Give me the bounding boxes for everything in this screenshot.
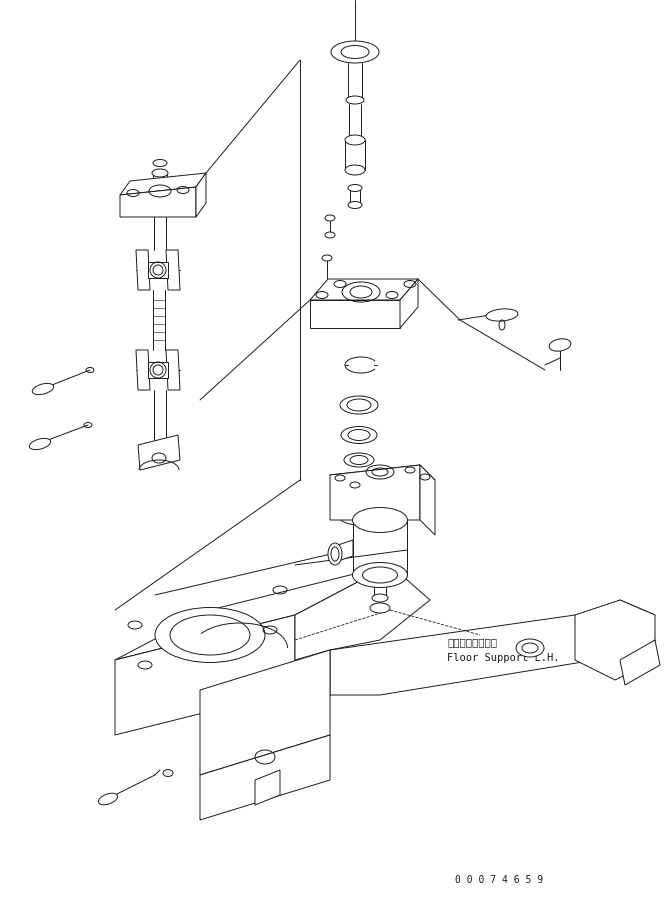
Polygon shape (148, 262, 168, 278)
Ellipse shape (344, 453, 374, 467)
Ellipse shape (325, 232, 335, 238)
Text: フロアサポート左: フロアサポート左 (447, 637, 497, 647)
Text: 0 0 0 7 4 6 5 9: 0 0 0 7 4 6 5 9 (455, 875, 543, 885)
Polygon shape (138, 435, 180, 470)
Polygon shape (620, 640, 660, 685)
Ellipse shape (29, 438, 51, 450)
Ellipse shape (549, 338, 571, 351)
Polygon shape (136, 250, 150, 290)
Polygon shape (335, 540, 353, 562)
Polygon shape (330, 465, 435, 490)
Ellipse shape (152, 169, 168, 177)
Ellipse shape (345, 135, 365, 145)
Ellipse shape (340, 396, 378, 414)
Polygon shape (295, 565, 430, 660)
Ellipse shape (348, 184, 362, 192)
Polygon shape (420, 465, 435, 535)
Polygon shape (148, 362, 168, 378)
Polygon shape (330, 615, 640, 695)
Ellipse shape (352, 508, 408, 533)
Ellipse shape (348, 202, 362, 209)
Polygon shape (136, 350, 150, 390)
Ellipse shape (328, 543, 342, 565)
Polygon shape (166, 250, 180, 290)
Polygon shape (200, 650, 330, 775)
Polygon shape (196, 173, 206, 217)
Ellipse shape (516, 639, 544, 657)
Ellipse shape (322, 255, 332, 261)
Ellipse shape (325, 215, 335, 221)
Polygon shape (595, 600, 655, 630)
Ellipse shape (98, 793, 118, 805)
Ellipse shape (170, 615, 250, 655)
Text: Floor Support L.H.: Floor Support L.H. (447, 653, 559, 663)
Ellipse shape (341, 427, 377, 444)
Polygon shape (255, 770, 280, 805)
Ellipse shape (370, 603, 390, 613)
Polygon shape (330, 465, 420, 520)
Polygon shape (400, 279, 418, 328)
Polygon shape (200, 735, 330, 820)
Polygon shape (575, 600, 655, 680)
Ellipse shape (352, 562, 408, 588)
Ellipse shape (346, 96, 364, 104)
Ellipse shape (33, 383, 54, 394)
Ellipse shape (155, 608, 265, 662)
Polygon shape (115, 565, 390, 660)
Polygon shape (166, 350, 180, 390)
Polygon shape (310, 279, 418, 300)
Ellipse shape (153, 159, 167, 166)
Polygon shape (120, 173, 206, 195)
Ellipse shape (345, 165, 365, 175)
Polygon shape (310, 300, 400, 328)
Polygon shape (120, 187, 196, 217)
Ellipse shape (372, 594, 388, 602)
Ellipse shape (486, 309, 518, 321)
Ellipse shape (331, 41, 379, 63)
Polygon shape (115, 615, 295, 735)
